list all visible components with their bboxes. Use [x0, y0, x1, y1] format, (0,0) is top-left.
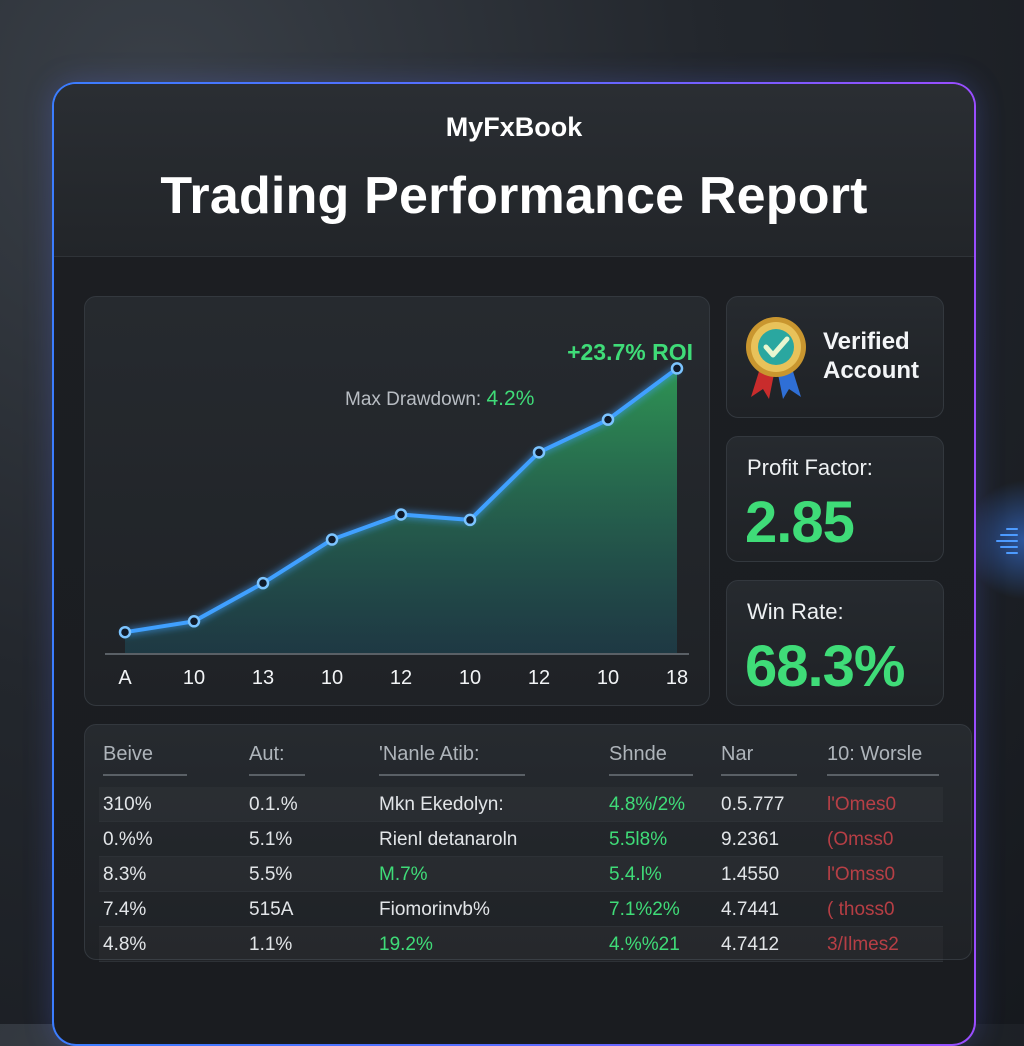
table-body: 310% 0.1.% Mkn Ekedolyn: 4.8%/2% 0.5.777 l'Om… [99, 787, 943, 962]
table-row: 0.%% 5.1% Rienl detanaroln 5.5l8% 9.2361 (Oms… [99, 822, 943, 857]
chart-point [118, 625, 132, 639]
equity-chart-card: A 10 13 10 12 10 12 10 18 +23.7% ROI Max Drawdow… [84, 296, 710, 706]
table-cell: 7.4% [103, 899, 147, 920]
profit-factor-card: Profit Factor: 2.85 [726, 436, 944, 562]
table-cell: 4.7412 [721, 934, 780, 955]
x-tick-label: 12 [390, 667, 412, 689]
table-cell: 515A [249, 899, 294, 920]
table-cell: 0.1.% [249, 794, 298, 815]
table-cell: l'Omes0 [827, 794, 897, 815]
table-cell: 1.1% [249, 934, 293, 955]
table-cell: 0.5.777 [721, 794, 785, 815]
chart-point [325, 533, 339, 546]
table-cell: Rienl detanaroln [379, 829, 518, 850]
table-cell: 4.%%21 [609, 934, 680, 955]
roi-annotation: +23.7% ROI [567, 339, 693, 365]
table-cell: 19.2% [379, 934, 433, 955]
profit-factor-label: Profit Factor: [747, 455, 873, 480]
chart-point [394, 508, 408, 521]
table-cell: 0.%% [103, 829, 153, 850]
stats-table: Beive Aut: 'Nanle Atib: Shnde Nar 10: Wo… [84, 724, 972, 962]
table-header: Beive Aut: 'Nanle Atib: Shnde Nar 10: Wo… [99, 743, 943, 779]
table-row: 4.8% 1.1% 19.2% 4.%%21 4.7412 3/Ilmes2 [99, 927, 943, 962]
table-header-cell: Nar [721, 743, 797, 776]
report-header: MyFxBook Trading Performance Report [54, 84, 974, 257]
win-rate-value: 68.3% [745, 634, 905, 699]
x-tick-label: 13 [252, 667, 274, 689]
chart-point [463, 513, 477, 527]
table-cell: l'Omss0 [827, 864, 896, 885]
chart-point [256, 576, 270, 590]
table-header-cell: 10: Worsle [827, 743, 939, 776]
table-row: 7.4% 515A Fiomorinvb% 7.1%2% 4.7441 ( thoss0 [99, 892, 943, 927]
win-rate-label: Win Rate: [747, 599, 844, 624]
table-header-cell: 'Nanle Atib: [379, 743, 525, 776]
table-cell: M.7% [379, 864, 428, 885]
table-row: 8.3% 5.5% M.7% 5.4.l% 1.4550 l'Omss0 [99, 857, 943, 892]
table-cell: (Omss0 [827, 829, 894, 850]
table-row: 310% 0.1.% Mkn Ekedolyn: 4.8%/2% 0.5.777 l'Om… [99, 787, 943, 822]
x-tick-label: 10 [183, 667, 205, 689]
chart-point [187, 615, 201, 628]
win-rate-card: Win Rate: 68.3% [726, 580, 944, 706]
table-header-cell: Shnde [609, 743, 693, 776]
drawdown-label: Max Drawdown: [345, 389, 482, 410]
page-title: Trading Performance Report [160, 167, 868, 225]
chart-point [670, 362, 684, 375]
x-tick-label: 10 [459, 667, 481, 689]
table-cell: 3/Ilmes2 [827, 934, 899, 955]
table-cell: 5.5l8% [609, 829, 668, 850]
chart-point [532, 446, 546, 459]
table-cell: Fiomorinvb% [379, 899, 490, 920]
verified-text: Verified Account [823, 327, 919, 385]
x-tick-label: 18 [666, 667, 688, 689]
table-cell: 4.7441 [721, 899, 780, 920]
table-cell: 5.1% [249, 829, 293, 850]
x-tick-label: 12 [528, 667, 550, 689]
table-cell: Mkn Ekedolyn: [379, 794, 504, 815]
table-cell: 7.1%2% [609, 899, 680, 920]
equity-chart: A 10 13 10 12 10 12 10 18 [105, 362, 689, 689]
table-cell: 1.4550 [721, 864, 780, 885]
table-cell: 9.2361 [721, 829, 780, 850]
brand-name: MyFxBook [445, 112, 583, 142]
table-cell: ( thoss0 [827, 899, 895, 920]
chart-area-fill [125, 368, 677, 654]
verified-line1: Verified [823, 328, 910, 355]
verified-badge-card: Verified Account [726, 296, 944, 418]
table-header-cell: Aut: [249, 743, 305, 776]
table-cell: 8.3% [103, 864, 147, 885]
x-tick-label: 10 [597, 667, 619, 689]
verified-line2: Account [823, 357, 919, 384]
table-cell: 5.4.l% [609, 864, 662, 885]
drawdown-value: 4.2% [486, 387, 535, 410]
side-glow [964, 480, 1024, 600]
x-tick-label: A [118, 667, 132, 689]
verified-medal-icon [746, 317, 806, 399]
table-cell: 310% [103, 794, 152, 815]
table-cell: 4.8%/2% [609, 794, 686, 815]
table-cell: 5.5% [249, 864, 293, 885]
x-tick-label: 10 [321, 667, 343, 689]
table-header-cell: Beive [103, 743, 187, 776]
chart-point [601, 413, 615, 426]
profit-factor-value: 2.85 [745, 490, 855, 555]
table-cell: 4.8% [103, 934, 147, 955]
report-panel: MyFxBook Trading Performance Report A 10 1… [52, 82, 976, 1046]
drawdown-annotation: Max Drawdown: 4.2% [345, 387, 534, 411]
